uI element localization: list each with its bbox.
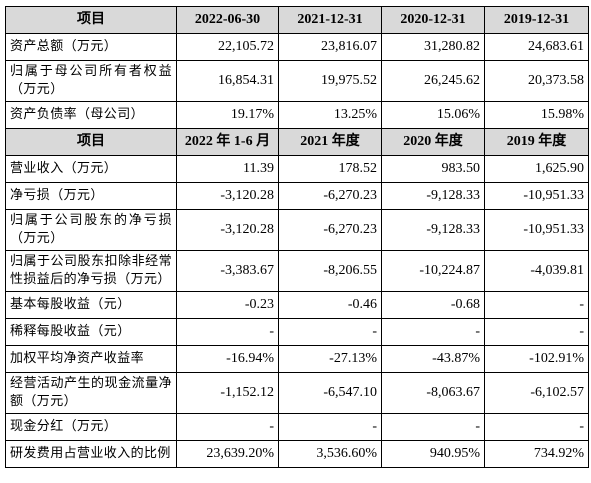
row-label: 加权平均净资产收益率 — [5, 345, 177, 373]
value-cell: -0.46 — [278, 291, 382, 319]
value-cell: 26,245.62 — [381, 60, 485, 102]
value-cell: -8,063.67 — [381, 372, 485, 414]
value-cell: -3,120.28 — [176, 209, 279, 251]
header-cell: 2021 年度 — [278, 128, 382, 156]
value-cell: -9,128.33 — [381, 209, 485, 251]
value-cell: -102.91% — [484, 345, 589, 373]
value-cell: 13.25% — [278, 101, 382, 129]
value-cell: 24,683.61 — [484, 33, 589, 61]
value-cell: 19,975.52 — [278, 60, 382, 102]
financial-table: 项目 2022-06-30 2021-12-31 2020-12-31 2019-12-… — [5, 6, 589, 468]
value-cell: -6,547.10 — [278, 372, 382, 414]
value-cell: 11.39 — [176, 155, 279, 183]
data-row: 稀释每股收益（元） - - - - — [5, 318, 589, 346]
value-cell: 1,625.90 — [484, 155, 589, 183]
row-label: 归属于母公司所有者权益（万元） — [5, 60, 177, 102]
value-cell: -16.94% — [176, 345, 279, 373]
value-cell: -6,270.23 — [278, 182, 382, 210]
value-cell: - — [176, 318, 279, 346]
value-cell: - — [381, 318, 485, 346]
data-row: 现金分红（万元） - - - - — [5, 413, 589, 441]
value-cell: -10,951.33 — [484, 182, 589, 210]
value-cell: - — [484, 318, 589, 346]
value-cell: 15.06% — [381, 101, 485, 129]
value-cell: -10,951.33 — [484, 209, 589, 251]
value-cell: 22,105.72 — [176, 33, 279, 61]
value-cell: 734.92% — [484, 440, 589, 468]
row-label: 稀释每股收益（元） — [5, 318, 177, 346]
header-cell: 项目 — [5, 128, 177, 156]
row-label: 资产总额（万元） — [5, 33, 177, 61]
row-label: 基本每股收益（元） — [5, 291, 177, 319]
data-row: 研发费用占营业收入的比例 23,639.20% 3,536.60% 940.95% 73… — [5, 440, 589, 468]
value-cell: -9,128.33 — [381, 182, 485, 210]
header-cell: 2019 年度 — [484, 128, 589, 156]
value-cell: 3,536.60% — [278, 440, 382, 468]
value-cell: 20,373.58 — [484, 60, 589, 102]
data-row: 基本每股收益（元） -0.23 -0.46 -0.68- — [5, 291, 589, 319]
data-row: 归属于公司股东扣除非经常性损益后的净亏损（万元） -3,383.67 -8,206.… — [5, 250, 589, 292]
value-cell: -6,102.57 — [484, 372, 589, 414]
value-cell: 15.98% — [484, 101, 589, 129]
value-cell: -43.87% — [381, 345, 485, 373]
data-row: 资产负债率（母公司） 19.17% 13.25% 15.06% 15.98% — [5, 101, 589, 129]
data-row: 归属于公司股东的净亏损（万元） -3,120.28 -6,270.23 -9,128.… — [5, 209, 589, 251]
value-cell: -0.68 — [381, 291, 485, 319]
value-cell: -1,152.12 — [176, 372, 279, 414]
header-cell: 2022 年 1-6 月 — [176, 128, 279, 156]
data-row: 加权平均净资产收益率 -16.94% -27.13% -43.87% -102.91% — [5, 345, 589, 373]
value-cell: -3,120.28 — [176, 182, 279, 210]
value-cell: - — [278, 413, 382, 441]
value-cell: 23,639.20% — [176, 440, 279, 468]
header-row: 项目 2022-06-30 2021-12-31 2020-12-31 2019-12-… — [5, 6, 589, 34]
value-cell: -10,224.87 — [381, 250, 485, 292]
value-cell: - — [381, 413, 485, 441]
value-cell: -3,383.67 — [176, 250, 279, 292]
value-cell: - — [176, 413, 279, 441]
row-label: 归属于公司股东的净亏损（万元） — [5, 209, 177, 251]
header-cell: 2021-12-31 — [278, 6, 382, 34]
value-cell: 23,816.07 — [278, 33, 382, 61]
value-cell: - — [484, 413, 589, 441]
value-cell: -8,206.55 — [278, 250, 382, 292]
row-label: 现金分红（万元） — [5, 413, 177, 441]
value-cell: - — [484, 291, 589, 319]
row-label: 经营活动产生的现金流量净额（万元） — [5, 372, 177, 414]
value-cell: -27.13% — [278, 345, 382, 373]
row-label: 资产负债率（母公司） — [5, 101, 177, 129]
data-row: 资产总额（万元） 22,105.72 23,816.07 31,280.82 24,68… — [5, 33, 589, 61]
value-cell: -0.23 — [176, 291, 279, 319]
row-label: 营业收入（万元） — [5, 155, 177, 183]
data-row: 经营活动产生的现金流量净额（万元） -1,152.12 -6,547.10 -8,06… — [5, 372, 589, 414]
value-cell: 31,280.82 — [381, 33, 485, 61]
value-cell: 19.17% — [176, 101, 279, 129]
table-body: 项目 2022-06-30 2021-12-31 2020-12-31 2019-12-… — [5, 6, 589, 468]
value-cell: -6,270.23 — [278, 209, 382, 251]
value-cell: 983.50 — [381, 155, 485, 183]
value-cell: 940.95% — [381, 440, 485, 468]
data-row: 营业收入（万元） 11.39 178.52 983.50 1,625.90 — [5, 155, 589, 183]
row-label: 归属于公司股东扣除非经常性损益后的净亏损（万元） — [5, 250, 177, 292]
data-row: 净亏损（万元） -3,120.28 -6,270.23 -9,128.33 -10,95… — [5, 182, 589, 210]
header-row: 项目 2022 年 1-6 月 2021 年度 2020 年度 2019 年度 — [5, 128, 589, 156]
value-cell: - — [278, 318, 382, 346]
header-cell: 2020-12-31 — [381, 6, 485, 34]
value-cell: 178.52 — [278, 155, 382, 183]
value-cell: 16,854.31 — [176, 60, 279, 102]
value-cell: -4,039.81 — [484, 250, 589, 292]
data-row: 归属于母公司所有者权益（万元） 16,854.31 19,975.52 26,245.… — [5, 60, 589, 102]
header-cell: 2022-06-30 — [176, 6, 279, 34]
row-label: 净亏损（万元） — [5, 182, 177, 210]
header-cell: 项目 — [5, 6, 177, 34]
header-cell: 2019-12-31 — [484, 6, 589, 34]
row-label: 研发费用占营业收入的比例 — [5, 440, 177, 468]
header-cell: 2020 年度 — [381, 128, 485, 156]
